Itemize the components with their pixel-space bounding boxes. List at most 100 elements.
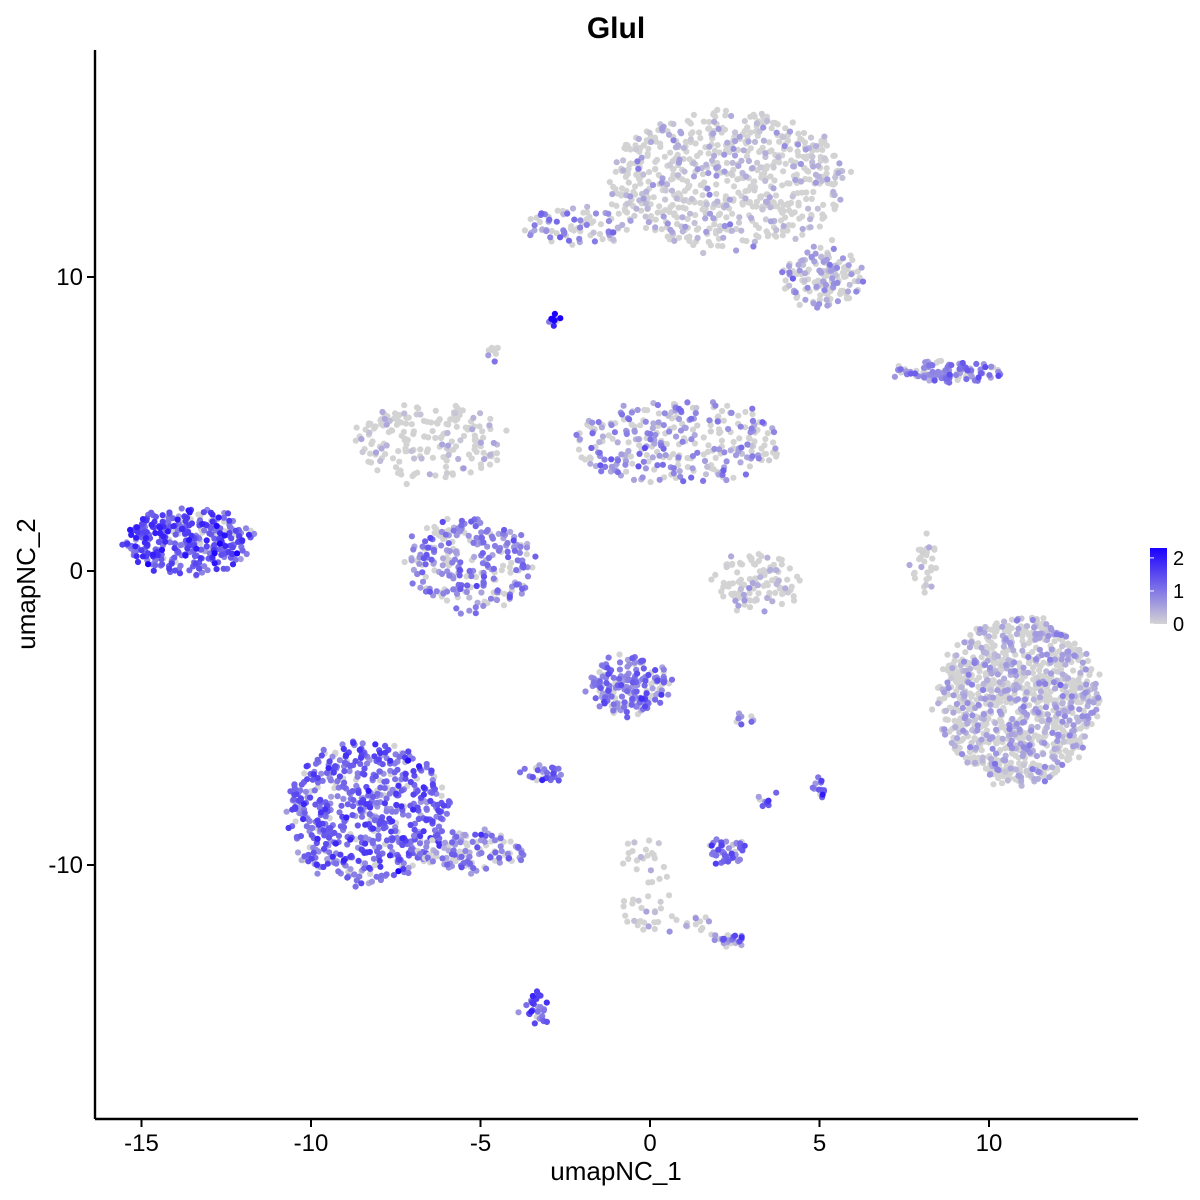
cell-point xyxy=(1059,671,1066,678)
cell-point xyxy=(133,534,140,541)
cell-point xyxy=(839,255,847,262)
cell-point xyxy=(450,586,457,593)
cell-point xyxy=(527,216,534,223)
cell-point xyxy=(737,423,744,430)
cell-point xyxy=(341,784,348,791)
cell-point xyxy=(780,202,787,209)
cell-point xyxy=(152,513,159,520)
cell-point xyxy=(440,802,447,809)
cell-point xyxy=(757,194,764,201)
cell-point xyxy=(631,917,638,925)
cell-point xyxy=(400,428,407,435)
cell-point xyxy=(700,434,707,441)
cell-point xyxy=(744,441,751,448)
cell-point xyxy=(713,190,720,198)
cell-point xyxy=(737,459,744,466)
cell-point xyxy=(716,149,723,156)
cell-point xyxy=(367,870,374,878)
cell-point xyxy=(356,746,363,754)
cell-point xyxy=(1002,768,1009,775)
cell-point xyxy=(810,163,817,170)
cell-point xyxy=(417,833,424,840)
cell-point xyxy=(723,202,730,209)
cell-point xyxy=(1064,656,1071,663)
cell-point xyxy=(726,196,734,203)
cell-point xyxy=(516,549,524,557)
cell-point xyxy=(715,242,722,249)
cell-point xyxy=(951,657,958,664)
cell-point xyxy=(498,848,505,855)
cell-point xyxy=(303,823,310,830)
cluster-bottom-mid-3 xyxy=(515,988,551,1027)
cell-point xyxy=(500,602,508,609)
cell-point xyxy=(680,197,688,204)
cell-point xyxy=(494,344,501,351)
cell-point xyxy=(692,212,699,219)
cell-point xyxy=(209,518,216,525)
cell-point xyxy=(358,880,365,887)
cell-point xyxy=(998,780,1006,787)
cell-point xyxy=(315,821,322,829)
cell-point xyxy=(379,408,386,416)
cell-point xyxy=(518,849,525,856)
cell-point xyxy=(737,585,745,593)
cell-point xyxy=(614,190,621,197)
cell-point xyxy=(962,713,969,720)
cell-point xyxy=(786,263,793,270)
cell-point xyxy=(982,364,989,371)
cell-point xyxy=(703,161,710,168)
cell-point xyxy=(1032,732,1039,739)
cell-point xyxy=(706,143,713,150)
cell-point xyxy=(751,438,758,445)
cell-point xyxy=(822,281,830,288)
cell-point xyxy=(713,172,720,179)
cell-point xyxy=(1075,718,1082,725)
cell-point xyxy=(805,168,812,175)
cell-point xyxy=(695,225,702,232)
cell-point xyxy=(452,548,459,556)
cell-point xyxy=(491,542,499,550)
cell-point xyxy=(310,849,317,856)
cell-point xyxy=(824,302,831,309)
cell-point xyxy=(651,855,658,862)
cell-point xyxy=(1062,683,1069,690)
cell-point xyxy=(859,278,867,285)
cell-point xyxy=(487,415,494,422)
cell-point xyxy=(159,512,166,519)
cell-point xyxy=(396,753,403,760)
cell-point xyxy=(1095,694,1102,701)
cell-point xyxy=(1035,768,1042,775)
cell-point xyxy=(420,555,427,562)
cell-point xyxy=(623,226,630,233)
cell-point xyxy=(325,765,332,772)
cell-point xyxy=(341,768,348,775)
cell-point xyxy=(713,852,720,859)
cluster-top-left-small xyxy=(521,203,630,248)
cell-point xyxy=(1053,704,1060,711)
cell-point xyxy=(1031,624,1038,631)
cell-point xyxy=(800,129,808,137)
cell-point xyxy=(697,199,704,207)
cell-point xyxy=(841,270,848,277)
cell-point xyxy=(1029,648,1036,656)
cell-point xyxy=(1043,621,1050,628)
cell-point xyxy=(651,925,658,933)
cell-point xyxy=(145,561,152,568)
cell-point xyxy=(671,210,678,217)
cell-point xyxy=(491,837,498,844)
cell-point xyxy=(328,793,335,800)
cell-point xyxy=(807,134,815,141)
cell-point xyxy=(568,223,575,230)
cell-point xyxy=(158,546,166,554)
cell-point xyxy=(1079,713,1086,720)
cell-point xyxy=(618,693,626,700)
cell-point xyxy=(478,534,485,541)
cell-point xyxy=(966,644,974,651)
cell-point xyxy=(759,206,766,213)
cell-point xyxy=(609,191,616,198)
cell-point xyxy=(407,821,414,829)
cell-point xyxy=(464,582,471,589)
cell-point xyxy=(1059,693,1066,700)
cell-point xyxy=(1047,670,1055,677)
cell-point xyxy=(968,639,975,646)
